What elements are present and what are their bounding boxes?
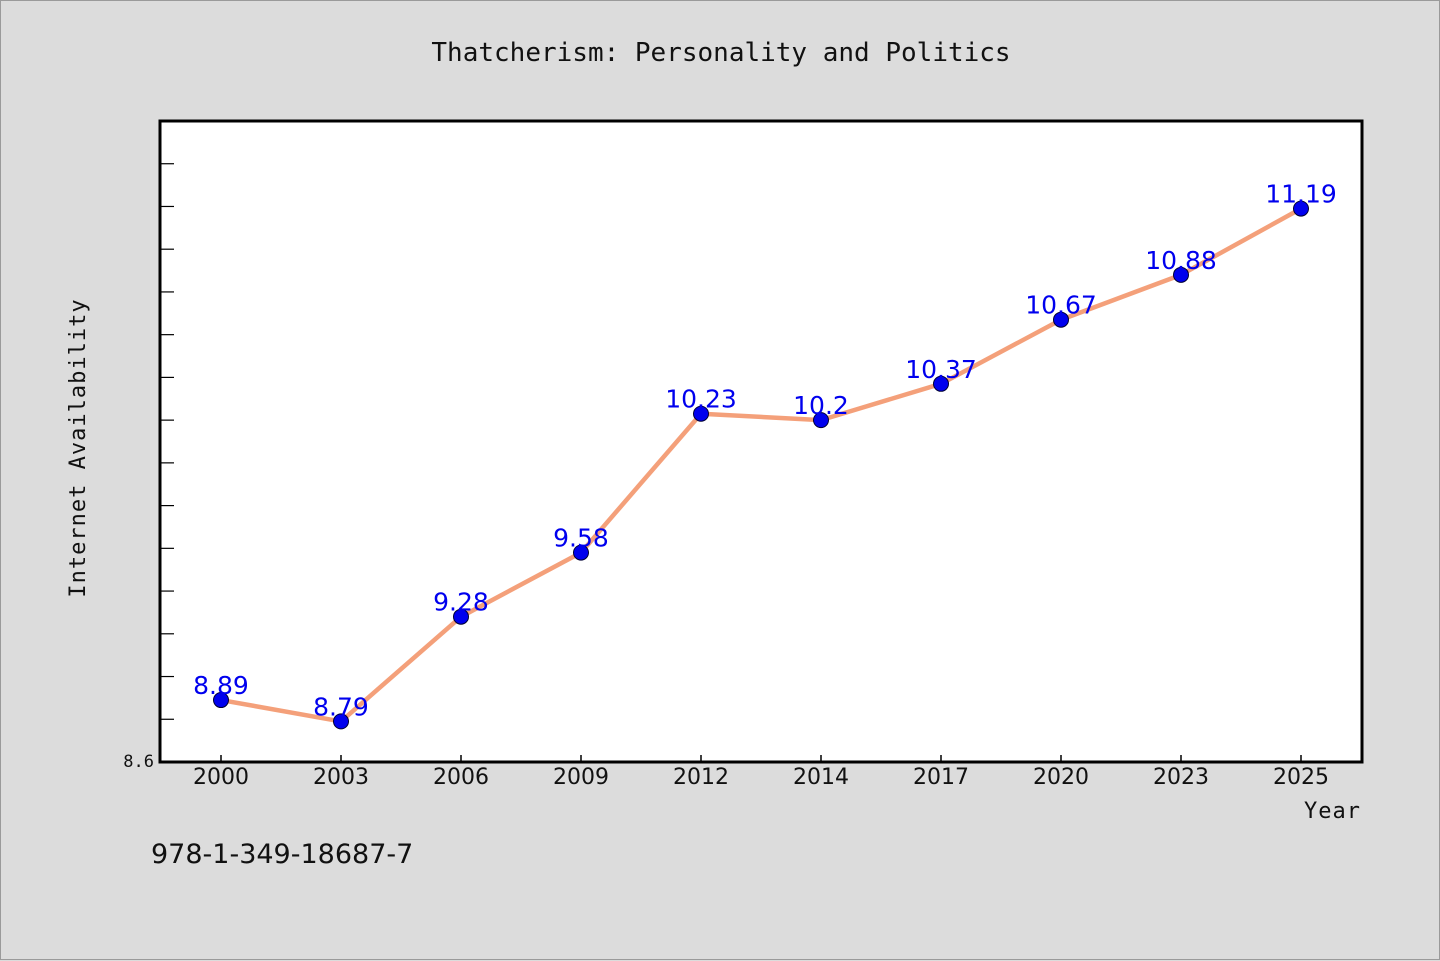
x-tick-labels: 2000 2003 2006 2009 2012 2014 2017 2020 2023 2025	[193, 765, 1329, 790]
y-axis-ticks	[160, 163, 174, 720]
data-label: 8.79	[313, 692, 369, 721]
x-tick-label: 2003	[313, 765, 369, 790]
chart-title: Thatcherism: Personality and Politics	[431, 38, 1010, 68]
plot-area	[158, 119, 1364, 764]
data-label: 8.89	[193, 671, 249, 700]
data-label: 10.88	[1145, 246, 1217, 275]
y-axis-label: Internet Availability	[66, 298, 91, 597]
x-axis-ticks	[220, 755, 1302, 762]
data-label: 11.19	[1265, 180, 1337, 209]
data-point	[693, 405, 709, 422]
series-line	[218, 206, 1304, 724]
data-point	[573, 544, 589, 561]
x-tick-label: 2012	[673, 765, 729, 790]
data-point	[933, 375, 949, 392]
data-point	[1173, 266, 1189, 283]
data-point	[333, 713, 349, 730]
data-label: 9.28	[433, 588, 489, 617]
data-label: 9.58	[553, 524, 609, 553]
data-label: 10.37	[905, 355, 977, 384]
isbn-text: 978-1-349-18687-7	[151, 839, 413, 870]
x-tick-label: 2006	[433, 765, 489, 790]
data-label: 10.67	[1025, 291, 1097, 320]
x-tick-label: 2017	[913, 765, 969, 790]
x-tick-label: 2020	[1033, 765, 1089, 790]
data-point	[453, 608, 469, 625]
series-layer: 8.89 8.79 9.28 9.58 10.23 10.2 10.37 10.67 10.88…	[193, 180, 1337, 730]
data-point	[1293, 200, 1309, 217]
data-point	[813, 412, 829, 429]
x-tick-label: 2014	[793, 765, 849, 790]
data-label: 10.23	[665, 385, 737, 414]
x-tick-label: 2023	[1153, 765, 1209, 790]
data-point	[213, 692, 229, 709]
y-axis-min-label: 8.6	[123, 752, 154, 772]
x-tick-label: 2000	[193, 765, 249, 790]
x-tick-label: 2009	[553, 765, 609, 790]
data-point	[1053, 311, 1069, 328]
x-tick-label: 2025	[1273, 765, 1329, 790]
data-label: 10.2	[793, 391, 849, 420]
x-axis-label: Year	[1304, 799, 1361, 824]
